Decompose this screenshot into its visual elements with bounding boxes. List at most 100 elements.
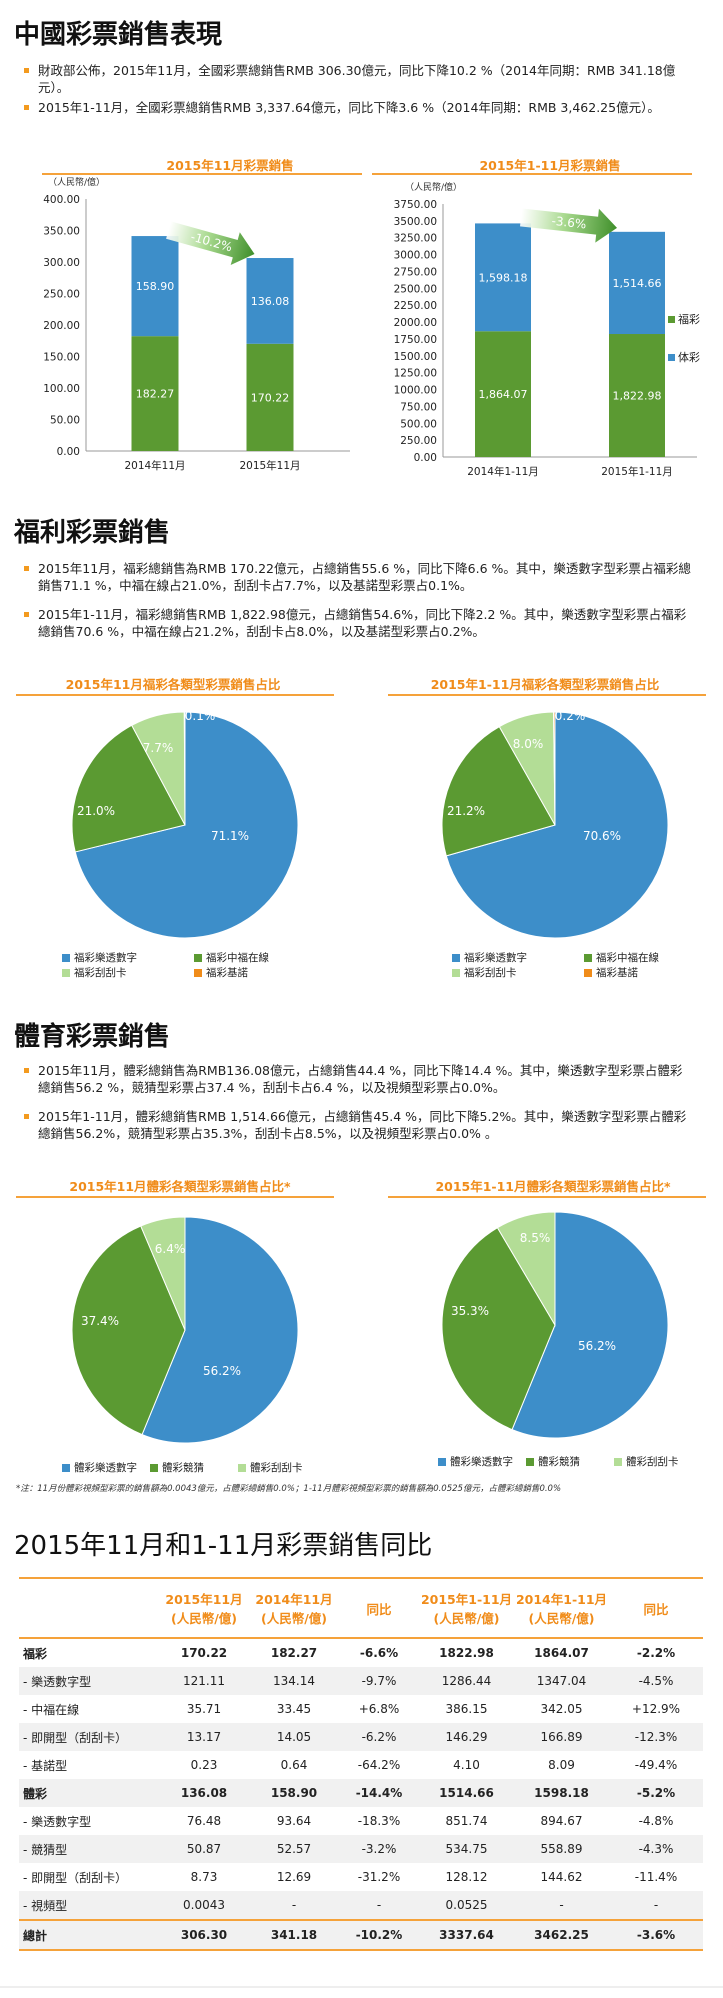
- table-cell: 158.90: [249, 1779, 339, 1807]
- legend-label: 體彩樂透數字: [74, 1462, 137, 1474]
- legend-label: 體彩競猜: [538, 1456, 580, 1468]
- legend-item: 福彩刮刮卡: [62, 965, 127, 980]
- table-cell: 1598.18: [514, 1779, 609, 1807]
- y-axis-label: （人民幣/億）: [48, 176, 105, 188]
- table-cell: -4.5%: [609, 1667, 703, 1695]
- y-tick-label: 2750.00: [394, 266, 437, 278]
- legend-label: 體彩刮刮卡: [250, 1462, 303, 1474]
- pie-slice: [74, 711, 299, 939]
- legend-item: 福彩中福在線: [194, 950, 269, 965]
- y-tick-label: 3000.00: [394, 250, 437, 262]
- y-tick-label: 350.00: [43, 226, 80, 238]
- y-tick-label: 150.00: [43, 352, 80, 364]
- pie-data-label: 8.5%: [520, 1231, 551, 1245]
- table-header-cell: 2015年1-11月(人民幣/億): [419, 1577, 514, 1639]
- table-cell: -5.2%: [609, 1779, 703, 1807]
- table-row-label: - 即開型（刮刮卡）: [19, 1723, 159, 1751]
- table-cell: -10.2%: [339, 1919, 419, 1951]
- table-cell: 386.15: [445, 1702, 488, 1716]
- table-cell: -49.4%: [634, 1758, 678, 1772]
- table-row-label: - 即開型（刮刮卡）: [23, 1870, 128, 1885]
- table-cell: 342.05: [540, 1702, 583, 1716]
- legend-label: 體彩樂透數字: [450, 1456, 513, 1468]
- legend-item: 體彩競猜: [526, 1454, 580, 1469]
- y-tick-label: 1250.00: [394, 368, 437, 380]
- table-body: 福彩 170.22 182.27 -6.6% 1822.98 1864.07 -2.2% - …: [19, 1638, 703, 1951]
- table-cell: 0.0043: [159, 1891, 249, 1920]
- table-cell: -11.4%: [634, 1870, 678, 1884]
- bullet: 2015年1-11月，福彩總銷售RMB 1,822.98億元，占總銷售54.6%…: [22, 606, 692, 640]
- bar-segment: [131, 236, 179, 337]
- table-header-cell: 2014年1-11月(人民幣/億): [514, 1577, 609, 1639]
- pie-slice: [553, 711, 556, 826]
- table-cell: 136.08: [159, 1779, 249, 1807]
- pie2-title-underline: [388, 694, 706, 696]
- table-cell: 306.30: [159, 1919, 249, 1951]
- legend-label: 体彩: [678, 350, 700, 364]
- table-cell: 894.67: [540, 1814, 583, 1828]
- change-annotation: -3.6%: [551, 214, 587, 232]
- table-cell: 13.17: [159, 1723, 249, 1751]
- legend-label: 福彩: [678, 312, 700, 326]
- legend-label: 福彩基諾: [596, 967, 638, 979]
- pie-slice: [496, 1211, 556, 1327]
- y-tick-label: 1500.00: [394, 351, 437, 363]
- table-cell: 52.57: [249, 1835, 339, 1863]
- section-title-sports-lottery: 體育彩票銷售: [14, 1022, 171, 1052]
- pie-chart-sports-jan-nov: 56.2% 35.3% 8.5%: [441, 1211, 669, 1439]
- legend-label: 福彩樂透數字: [464, 952, 527, 964]
- table-cell: 1347.04: [514, 1667, 609, 1695]
- legend-item: 體彩樂透數字: [438, 1454, 513, 1469]
- legend-item: 福彩樂透數字: [452, 950, 527, 965]
- bar-segment: [475, 331, 531, 457]
- legend-label: 福彩刮刮卡: [464, 967, 517, 979]
- decline-arrow: [520, 208, 617, 243]
- table-cell: -4.8%: [638, 1814, 674, 1828]
- table-cell: -9.7%: [339, 1667, 419, 1695]
- table-cell: -6.2%: [339, 1723, 419, 1751]
- bar-data-label: 182.27: [136, 388, 175, 401]
- pie3-title-underline: [16, 1196, 334, 1198]
- table-header-cell: 2015年11月(人民幣/億): [159, 1577, 249, 1639]
- y-tick-label: 3250.00: [394, 233, 437, 245]
- legend-label: 福彩樂透數字: [74, 952, 137, 964]
- pie1-legend: 福彩樂透數字 福彩中福在線 福彩刮刮卡 福彩基諾: [62, 950, 322, 982]
- y-tick-label: 2000.00: [394, 317, 437, 329]
- section-title-comparison: 2015年11月和1-11月彩票銷售同比: [14, 1531, 433, 1561]
- table-cell: +12.9%: [631, 1702, 681, 1716]
- table-row: - 樂透數字型 76.48 93.64 -18.3% 851.74 894.67 -4.8%: [19, 1807, 703, 1835]
- bar-data-label: 1,514.66: [613, 277, 662, 290]
- legend-label: 福彩中福在線: [206, 952, 269, 964]
- legend-swatch: [62, 1464, 70, 1472]
- legend-swatch: [438, 1458, 446, 1466]
- bar-segment: [609, 334, 665, 457]
- bar-segment: [609, 231, 665, 335]
- legend-swatch: [584, 954, 592, 962]
- table-row: - 即開型（刮刮卡） 13.17 14.05 -6.2% 146.29 166.89 -12…: [19, 1723, 703, 1751]
- legend-swatch: [150, 1464, 158, 1472]
- bar-segment: [131, 336, 179, 451]
- table-cell: 33.45: [276, 1702, 312, 1716]
- pie-data-label: 0.2%: [555, 709, 586, 723]
- table-cell: 1286.44: [419, 1667, 514, 1695]
- pie-data-label: 7.7%: [143, 741, 174, 755]
- legend-swatch: [614, 1458, 622, 1466]
- y-tick-label: 2500.00: [394, 283, 437, 295]
- table-row-label: - 視頻型: [19, 1891, 159, 1920]
- legend-label: 體彩競猜: [162, 1462, 204, 1474]
- section-title-china-lottery: 中國彩票銷售表現: [14, 20, 223, 50]
- y-tick-label: 200.00: [43, 320, 80, 332]
- pie-slice: [511, 1211, 669, 1439]
- pie-data-label: 8.0%: [513, 737, 544, 751]
- table-header-cell: 同比: [609, 1577, 703, 1639]
- pie2-legend: 福彩樂透數字 福彩中福在線福彩刮刮卡 福彩基諾: [452, 950, 712, 982]
- bar-data-label: 1,822.98: [613, 390, 662, 403]
- pie-slice: [71, 724, 186, 853]
- x-tick-label: 2015年11月: [239, 459, 300, 472]
- bottom-divider: [0, 1986, 723, 1988]
- y-tick-label: 3750.00: [394, 199, 437, 211]
- table-row: 總計 306.30 341.18 -10.2% 3337.64 3462.25 -3.6%: [19, 1919, 703, 1951]
- bar-data-label: 1,864.07: [479, 388, 528, 401]
- legend-item: 福彩中福在線: [584, 950, 659, 965]
- chart1-title: 2015年11月彩票銷售: [166, 158, 294, 173]
